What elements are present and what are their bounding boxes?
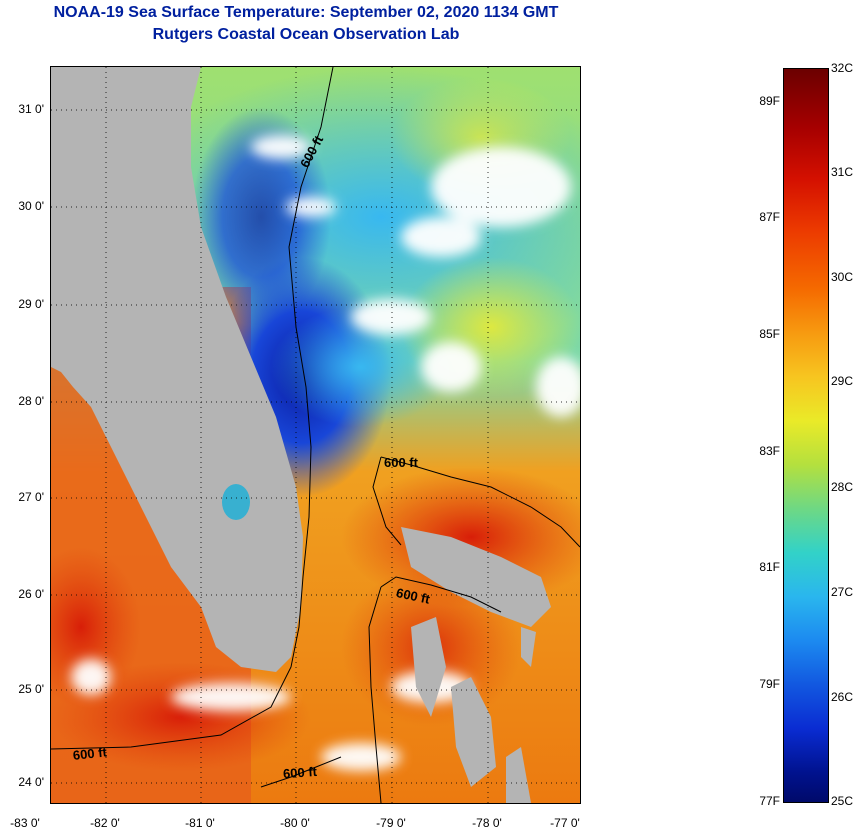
colorbar-label-30c: 30C (831, 270, 854, 284)
sst-map: 600 ft 600 ft 600 ft 600 ft 600 ft (50, 66, 581, 804)
lat-label-24: 24 0' (18, 775, 44, 789)
lon-label-77: -77 0' (550, 816, 580, 830)
lat-label-30: 30 0' (18, 199, 44, 213)
lat-label-29: 29 0' (18, 297, 44, 311)
colorbar-label-83f: 83F (759, 444, 780, 458)
colorbar-label-85f: 85F (759, 327, 780, 341)
lon-label-83: -83 0' (10, 816, 40, 830)
colorbar-label-29c: 29C (831, 374, 854, 388)
lat-label-26: 26 0' (18, 587, 44, 601)
lat-label-28: 28 0' (18, 394, 44, 408)
colorbar-label-28c: 28C (831, 480, 854, 494)
colorbar-label-27c: 27C (831, 585, 854, 599)
sst-map-canvas: 600 ft 600 ft 600 ft 600 ft 600 ft (51, 67, 580, 803)
map-title: NOAA-19 Sea Surface Temperature: Septemb… (53, 4, 559, 21)
colorbar-label-25c: 25C (831, 794, 854, 808)
lat-label-27: 27 0' (18, 490, 44, 504)
colorbar-label-77f: 77F (759, 794, 780, 808)
colorbar-label-79f: 79F (759, 677, 780, 691)
lon-label-78: -78 0' (472, 816, 502, 830)
florida-land (51, 67, 303, 672)
colorbar-label-31c: 31C (831, 165, 854, 179)
lat-label-31: 31 0' (18, 102, 44, 116)
colorbar-label-26c: 26C (831, 690, 854, 704)
colorbar-label-87f: 87F (759, 210, 780, 224)
contour-label-south: 600 ft (282, 764, 318, 781)
contour-label-bahamas-south: 600 ft (395, 585, 432, 607)
temperature-colorbar (783, 68, 829, 803)
map-subtitle: Rutgers Coastal Ocean Observation Lab (152, 26, 460, 43)
lat-label-25: 25 0' (18, 682, 44, 696)
colorbar-label-81f: 81F (759, 560, 780, 574)
lon-label-82: -82 0' (90, 816, 120, 830)
contour-label-bahamas-north: 600 ft (384, 455, 419, 470)
lon-label-81: -81 0' (185, 816, 215, 830)
colorbar-label-32c: 32C (831, 61, 854, 75)
lon-label-80: -80 0' (280, 816, 310, 830)
contour-label-southwest: 600 ft (72, 744, 108, 763)
lon-label-79: -79 0' (376, 816, 406, 830)
colorbar-label-89f: 89F (759, 94, 780, 108)
